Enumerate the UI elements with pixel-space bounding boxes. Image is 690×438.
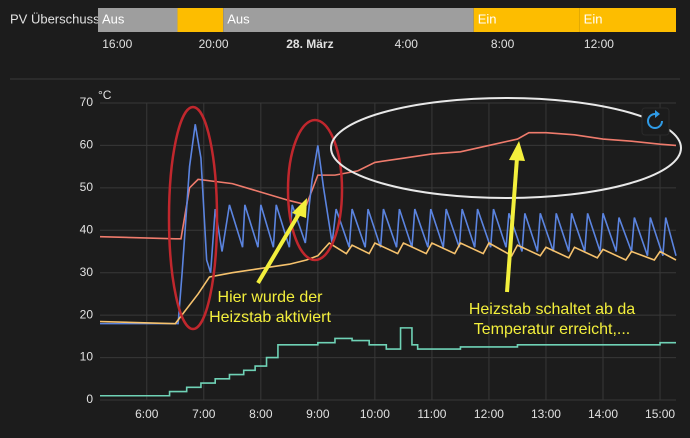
state-segment bbox=[177, 8, 224, 32]
x-tick-label: 7:00 bbox=[192, 407, 216, 421]
state-segment bbox=[98, 8, 178, 32]
x-tick-label: 8:00 bbox=[249, 407, 273, 421]
arrow-head bbox=[509, 141, 525, 161]
arrow-head bbox=[292, 198, 307, 218]
x-tick-label: 10:00 bbox=[360, 407, 390, 421]
y-tick-label: 20 bbox=[80, 307, 94, 321]
x-tick-label: 13:00 bbox=[531, 407, 561, 421]
annotation-line: Hier wurde der bbox=[218, 289, 324, 306]
annotation-line: Heizstab schaltet ab da bbox=[469, 301, 635, 318]
x-tick-label: 20:00 bbox=[199, 37, 229, 51]
x-tick-label: 8:00 bbox=[491, 37, 515, 51]
y-tick-label: 50 bbox=[80, 180, 94, 194]
arrow bbox=[256, 210, 302, 285]
annotations bbox=[167, 97, 682, 331]
charts: Aus Aus Ein Ein 16:00 20:00 28. März 4:00 8:00 12… bbox=[80, 8, 677, 421]
series-line bbox=[99, 131, 677, 240]
y-axis-label: °C bbox=[98, 88, 112, 102]
x-tick-label: 6:00 bbox=[135, 407, 159, 421]
state-segment bbox=[223, 8, 474, 32]
y-tick-label: 70 bbox=[80, 95, 94, 109]
state-segment bbox=[473, 8, 580, 32]
x-tick-label: 11:00 bbox=[417, 407, 446, 421]
y-tick-label: 60 bbox=[80, 138, 94, 152]
annotation-line: Heizstab aktiviert bbox=[209, 309, 331, 326]
x-tick-label: 28. März bbox=[286, 37, 333, 51]
state-label: Ein bbox=[478, 11, 497, 26]
refresh-icon[interactable] bbox=[647, 113, 663, 129]
highlight-ellipse bbox=[167, 105, 219, 331]
y-tick-label: 0 bbox=[86, 392, 93, 406]
highlight-ellipse bbox=[330, 97, 682, 199]
x-tick-label: 15:00 bbox=[645, 407, 675, 421]
state-label: Aus bbox=[227, 11, 250, 26]
state-label: Ein bbox=[584, 11, 603, 26]
x-tick-label: 9:00 bbox=[306, 407, 330, 421]
x-tick-label: 14:00 bbox=[588, 407, 618, 421]
x-tick-label: 4:00 bbox=[395, 37, 419, 51]
y-tick-label: 40 bbox=[80, 222, 94, 236]
y-tick-label: 10 bbox=[80, 350, 94, 364]
timeline-label: PV Überschuss bbox=[10, 11, 100, 26]
highlight-ellipse bbox=[286, 118, 344, 262]
annotation-line: Temperatur erreicht,... bbox=[474, 321, 631, 338]
refresh-icon-head[interactable] bbox=[655, 110, 660, 118]
refresh-box[interactable] bbox=[641, 107, 670, 136]
series-line bbox=[99, 241, 677, 325]
refresh-button[interactable] bbox=[641, 107, 670, 136]
y-tick-label: 30 bbox=[80, 265, 94, 279]
x-tick-label: 16:00 bbox=[102, 37, 132, 51]
series-line bbox=[100, 327, 676, 397]
x-tick-label: 12:00 bbox=[474, 407, 504, 421]
x-tick-label: 12:00 bbox=[584, 37, 614, 51]
state-label: Aus bbox=[102, 11, 125, 26]
arrow bbox=[505, 157, 519, 293]
state-segment bbox=[579, 8, 676, 32]
